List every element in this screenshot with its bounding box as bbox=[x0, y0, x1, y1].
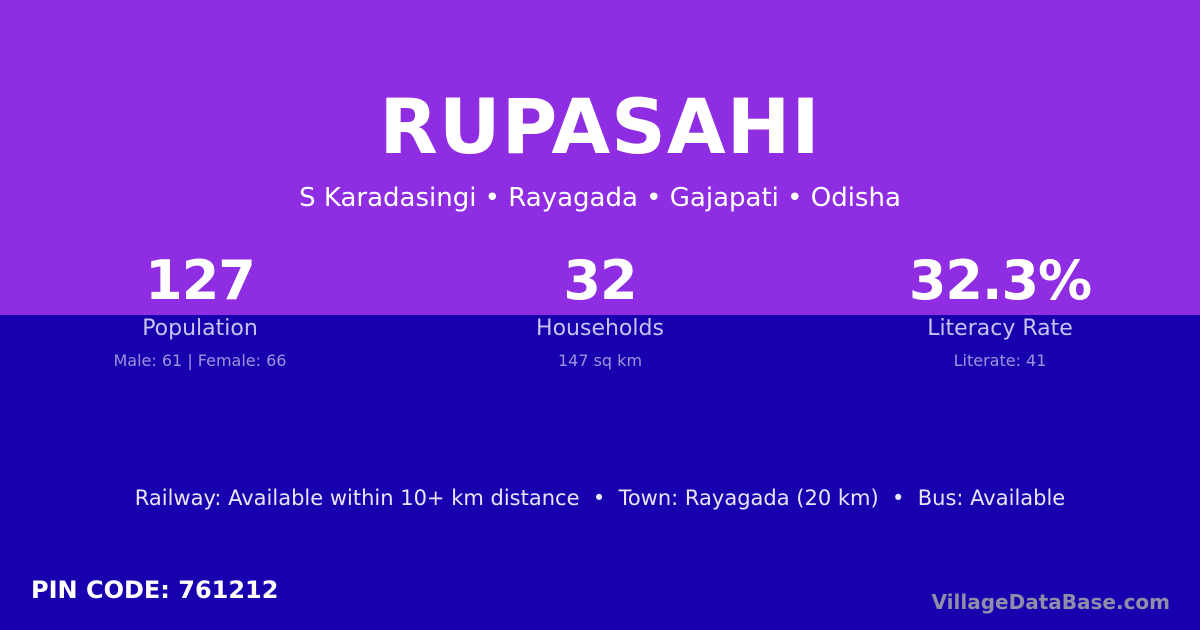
header-band bbox=[0, 0, 1200, 315]
stat-value: 32 bbox=[563, 249, 637, 312]
stat-label: Households bbox=[536, 316, 664, 341]
village-name: RUPASAHI bbox=[379, 82, 821, 171]
stat-value: 32.3% bbox=[908, 249, 1092, 312]
stat-detail: 147 sq km bbox=[557, 351, 643, 370]
brand-watermark: VillageDataBase.com bbox=[931, 590, 1170, 614]
pin-code: PIN CODE: 761212 bbox=[31, 576, 279, 604]
stat-detail: Literate: 41 bbox=[953, 351, 1047, 370]
stat-label: Population bbox=[142, 316, 258, 341]
stat-households: 32 Households 147 sq km bbox=[400, 249, 800, 371]
stat-population: 127 Population Male: 61 | Female: 66 bbox=[0, 249, 400, 371]
location-breadcrumb: S Karadasingi • Rayagada • Gajapati • Od… bbox=[299, 183, 901, 213]
stat-label: Literacy Rate bbox=[927, 316, 1073, 341]
stat-detail: Male: 61 | Female: 66 bbox=[113, 351, 287, 370]
stat-value: 127 bbox=[145, 249, 256, 312]
connectivity-info: Railway: Available within 10+ km distanc… bbox=[134, 486, 1066, 510]
stat-literacy: 32.3% Literacy Rate Literate: 41 bbox=[800, 249, 1200, 371]
